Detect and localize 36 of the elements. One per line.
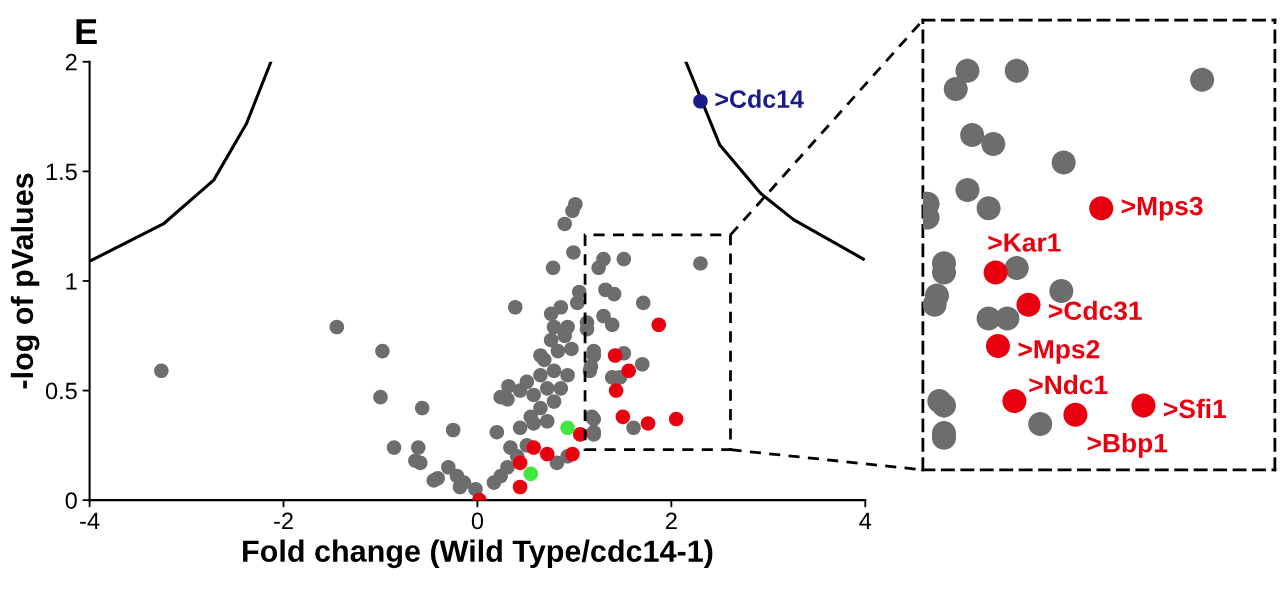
point [565,446,580,462]
point [607,348,623,363]
chart-title: E [76,19,97,45]
text: >Mps3 [1121,196,1203,221]
text: >Mps2 [1018,339,1100,364]
point [621,363,636,379]
x-tick-label: 0 [471,512,484,530]
point [693,93,708,109]
text: >Cdc31 [1049,300,1142,321]
point [608,383,624,398]
point [512,479,528,495]
text: >Kar1 [988,233,1061,252]
point [512,455,528,471]
x-tick-label: 2 [665,512,677,530]
annotation: >Cdc14 [715,89,804,108]
y-tick-label: 0.5 [45,382,77,400]
point [526,440,541,455]
x-tick-label: -2 [274,512,293,530]
text: >Ndc1 [1029,374,1108,395]
x-tick-label: -4 [80,512,100,530]
point [668,411,684,427]
text: >Bbp1 [1087,433,1168,458]
text: >Sfi1 [1164,398,1226,419]
point [560,420,575,436]
y-tick-label: 1 [66,273,77,290]
point [615,409,631,425]
y-tick-label: 2 [65,53,77,71]
y-tick-label: 0 [65,492,77,509]
x-tick-label: 4 [859,512,872,530]
y-axis-title: -log of pValues [10,173,40,389]
point [640,416,656,431]
point [523,466,539,482]
point [651,317,667,333]
y-tick-label: 1.5 [46,163,77,181]
x-axis-title: Fold change (Wild Type/cdc14-1) [243,539,713,569]
point [539,446,555,462]
